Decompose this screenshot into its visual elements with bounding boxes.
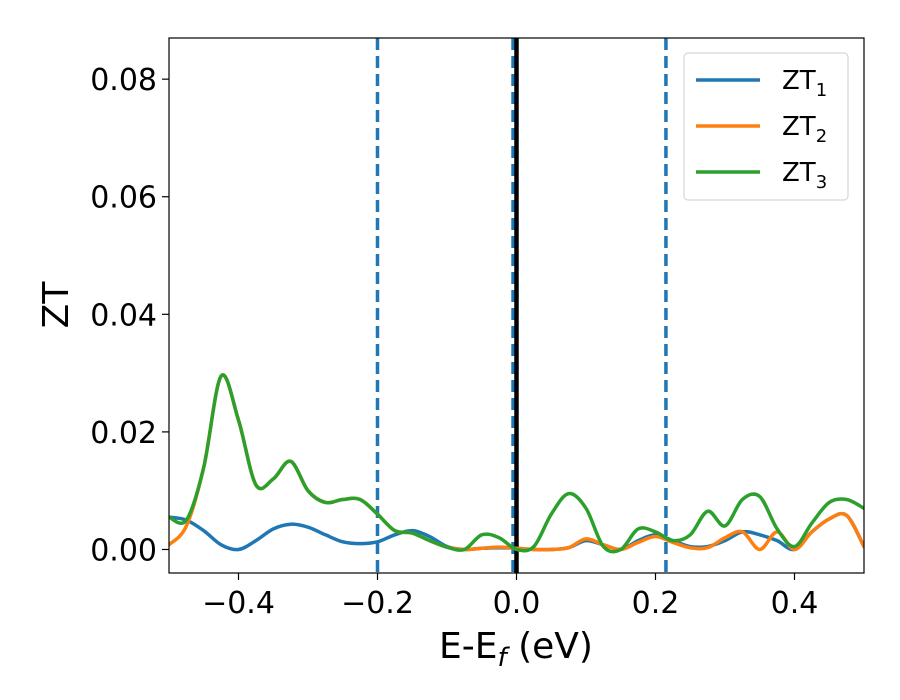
legend-label-main: ZT <box>782 66 816 96</box>
y-tick-label-1: 0.02 <box>90 416 157 451</box>
legend-box <box>683 52 849 201</box>
x-tick-label-1: −0.2 <box>341 586 414 621</box>
x-axis-label-unit: (eV) <box>507 626 593 667</box>
y-tick-label-0: 0.00 <box>90 533 157 568</box>
x-axis-label-main: E-E <box>439 626 497 667</box>
legend-label-zt3: ZT3 <box>782 158 827 193</box>
y-tick-label-4: 0.08 <box>90 63 157 98</box>
legend-label-subscript: 1 <box>816 80 827 101</box>
legend-label-subscript: 3 <box>816 172 827 193</box>
x-axis-label: E-Ef (eV) <box>439 626 593 673</box>
legend-label-main: ZT <box>782 158 816 188</box>
x-tick-label-3: 0.2 <box>632 586 680 621</box>
legend-label-main: ZT <box>782 112 816 142</box>
y-tick-label-3: 0.06 <box>90 181 157 216</box>
x-tick-label-2: 0.0 <box>493 586 541 621</box>
y-axis: 0.00 0.02 0.04 0.06 0.08 <box>90 63 169 568</box>
legend-label-subscript: 2 <box>816 126 827 147</box>
series-line-zt3 <box>169 373 864 554</box>
legend-label-zt1: ZT1 <box>782 66 827 101</box>
y-axis-label: ZT <box>36 281 77 329</box>
x-tick-label-4: 0.4 <box>771 586 819 621</box>
y-tick-label-2: 0.04 <box>90 298 157 333</box>
reference-lines <box>375 38 668 573</box>
series-group <box>169 373 864 554</box>
x-tick-label-0: −0.4 <box>202 586 275 621</box>
legend-label-zt2: ZT2 <box>782 112 827 147</box>
x-axis: −0.4 −0.2 0.0 0.2 0.4 <box>202 573 818 621</box>
